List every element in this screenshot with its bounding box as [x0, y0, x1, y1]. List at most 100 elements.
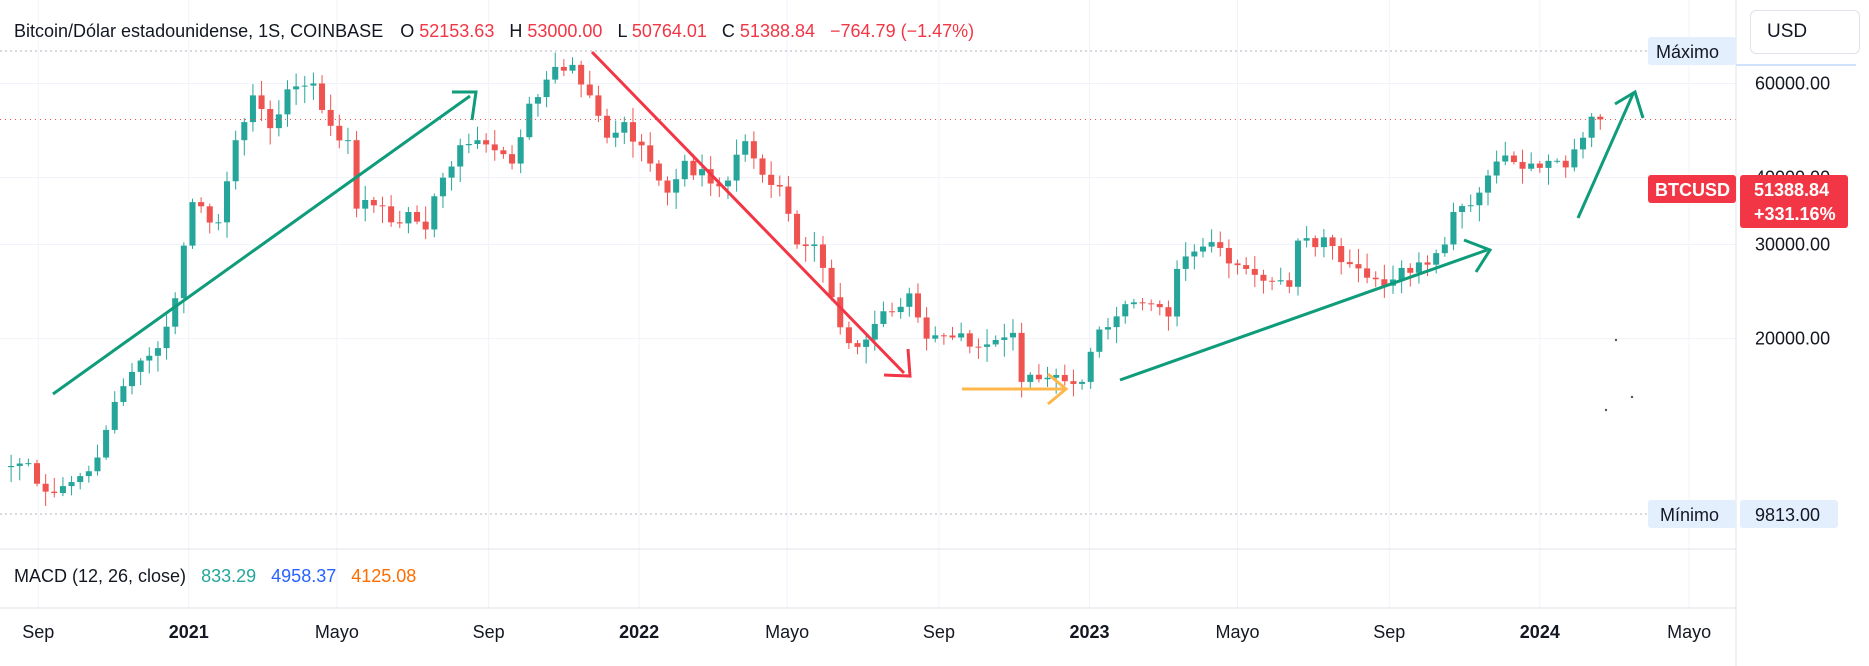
candle	[163, 314, 170, 360]
candle	[1148, 299, 1155, 312]
candle-body	[673, 179, 680, 193]
candle-body	[1277, 280, 1284, 282]
candle	[621, 116, 628, 145]
candle	[880, 301, 887, 328]
candle-body	[1251, 268, 1258, 275]
candle	[534, 93, 541, 117]
candle-body	[85, 471, 92, 477]
candle	[1338, 237, 1345, 275]
candle	[1208, 229, 1215, 253]
candle-body	[897, 306, 904, 313]
svg-text:MACD (12, 26, close) 8: MACD (12, 26, close) 833.29 4958.37 4125…	[14, 566, 416, 586]
candle	[1562, 155, 1569, 178]
candle	[1441, 236, 1448, 257]
candle-body	[94, 457, 101, 472]
candle-body	[33, 463, 41, 484]
candle	[897, 297, 904, 319]
time-axis[interactable]: Sep 2021 Mayo Sep 2022 Mayo Sep 2023 Mayo Sep 2024…	[22, 622, 1711, 642]
max-label-bg	[1648, 37, 1736, 65]
candle-body	[215, 222, 222, 224]
candle-body	[1243, 265, 1250, 269]
candle-body	[42, 483, 49, 492]
candle	[681, 154, 688, 187]
candle-body	[1070, 381, 1077, 384]
candle-body	[1424, 262, 1431, 265]
candle-body	[353, 140, 360, 209]
candle-body	[1450, 211, 1457, 245]
time-tick-label: Sep	[473, 622, 505, 642]
candle-body	[301, 85, 308, 87]
candle	[750, 131, 757, 169]
candle	[284, 80, 291, 127]
candle	[189, 198, 196, 249]
candles[interactable]	[0, 52, 1736, 506]
candle	[1044, 366, 1051, 387]
candle-body	[327, 109, 334, 126]
candle-body	[940, 335, 947, 337]
candle-body	[77, 476, 84, 483]
candle	[1536, 160, 1543, 173]
candle-body	[1061, 375, 1068, 382]
candle	[258, 80, 265, 122]
trend-arrows[interactable]	[52, 50, 1645, 406]
candle	[85, 465, 92, 483]
candle	[1130, 298, 1137, 309]
candle-body	[595, 95, 602, 116]
candle	[1372, 271, 1379, 288]
candle-body	[1165, 307, 1172, 317]
candle-body	[379, 205, 386, 207]
price-tick-label: 60000.00	[1755, 73, 1830, 93]
candle-body	[120, 386, 127, 402]
candle-body	[1139, 302, 1146, 304]
candle-body	[992, 339, 999, 345]
price-tick-label: 20000.00	[1755, 329, 1830, 349]
candle-body	[1208, 242, 1215, 247]
candle-body	[396, 222, 403, 224]
candle-body	[1519, 162, 1526, 169]
candle	[249, 84, 256, 132]
candle-body	[768, 174, 775, 185]
candle-body	[543, 79, 550, 98]
candle	[552, 52, 559, 84]
candle-body	[457, 145, 464, 167]
candle	[1407, 263, 1414, 287]
candle-body	[1459, 206, 1466, 212]
candle-body	[1087, 351, 1094, 382]
uptrend-arrow-2021	[52, 94, 471, 396]
macd-legend[interactable]: MACD (12, 26, close) 833.29 4958.37 4125…	[14, 566, 416, 586]
signal-value: 4958.37	[271, 566, 336, 586]
currency-button[interactable]: USD	[1750, 10, 1860, 54]
candle	[914, 283, 921, 323]
min-value: 9813.00	[1755, 505, 1820, 525]
candle	[1381, 264, 1388, 298]
symbol-legend[interactable]: Bitcoin/Dólar estadounidense, 1S, COINBA…	[14, 21, 974, 41]
svg-text:Bitcoin/Dólar estadounidense,: Bitcoin/Dólar estadounidense, 1S, COINBA…	[14, 21, 974, 41]
candle-body	[59, 486, 66, 494]
candle-body	[1545, 160, 1552, 168]
candle	[500, 146, 507, 159]
last-change: +331.16%	[1754, 204, 1836, 224]
candle-body	[1009, 332, 1016, 338]
uptrend-arrow-2024-head	[1614, 89, 1645, 119]
min-label: Mínimo	[1660, 505, 1719, 525]
candle-body	[837, 297, 844, 328]
candle-body	[949, 335, 956, 338]
candle	[25, 458, 32, 467]
candle-body	[750, 141, 757, 159]
candle-body	[517, 137, 524, 164]
candle	[1087, 347, 1094, 389]
high-value: 53000.00	[527, 21, 602, 41]
candle-body	[128, 371, 136, 387]
candle-body	[1191, 251, 1198, 257]
candle	[103, 425, 110, 460]
candle-body	[465, 143, 472, 146]
candle	[1001, 323, 1008, 357]
time-tick-label: Mayo	[315, 622, 359, 642]
candle-body	[724, 180, 731, 187]
candle-body	[172, 298, 179, 327]
candle	[785, 175, 792, 222]
candle	[1364, 253, 1371, 284]
candle	[1459, 203, 1466, 229]
